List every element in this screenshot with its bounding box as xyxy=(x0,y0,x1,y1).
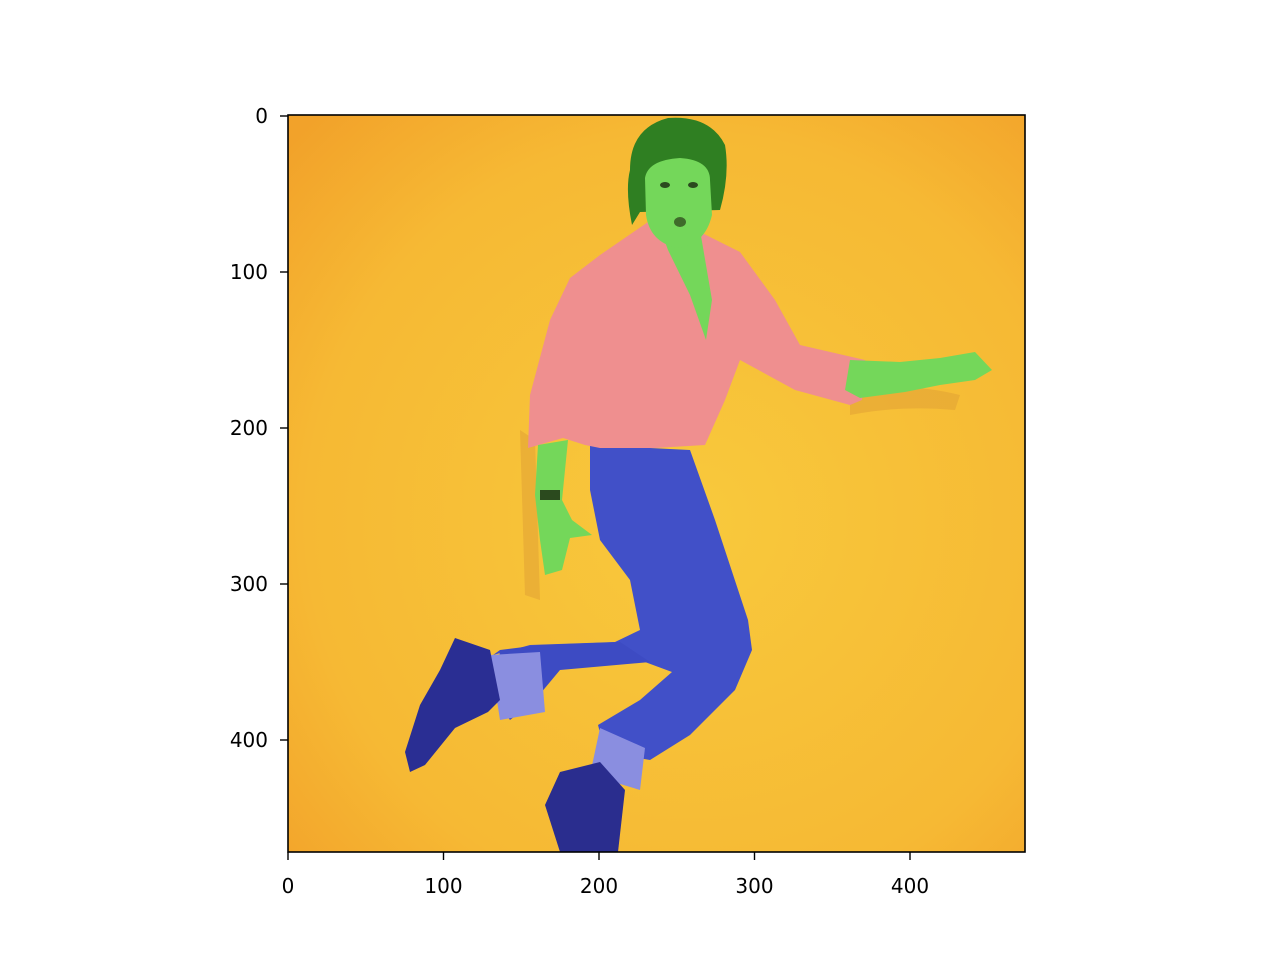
eye xyxy=(660,182,670,188)
shoe xyxy=(545,762,625,852)
eye xyxy=(688,182,698,188)
y-axis: 0 100 200 300 400 xyxy=(230,104,288,752)
axes-frame xyxy=(287,114,1026,853)
face xyxy=(645,158,712,248)
x-axis: 0 100 200 300 400 xyxy=(282,852,929,898)
jeans-cuff xyxy=(490,652,545,720)
watch xyxy=(540,490,560,500)
y-tick-label: 0 xyxy=(255,104,268,128)
chest-skin xyxy=(660,228,712,340)
y-tick-label: 100 xyxy=(230,260,268,284)
hand xyxy=(845,352,992,398)
y-tick-label: 400 xyxy=(230,728,268,752)
shoe xyxy=(405,638,500,772)
image-panel xyxy=(288,115,1025,852)
x-tick-label: 100 xyxy=(424,874,462,898)
hand xyxy=(535,440,592,575)
shirt xyxy=(528,222,865,448)
shadow xyxy=(520,430,540,600)
mouth xyxy=(674,217,686,227)
y-tick-label: 300 xyxy=(230,572,268,596)
x-tick-label: 200 xyxy=(580,874,618,898)
y-tick-label: 200 xyxy=(230,416,268,440)
jeans xyxy=(493,445,752,760)
x-tick-label: 400 xyxy=(891,874,929,898)
x-tick-label: 300 xyxy=(735,874,773,898)
x-tick-label: 0 xyxy=(282,874,295,898)
